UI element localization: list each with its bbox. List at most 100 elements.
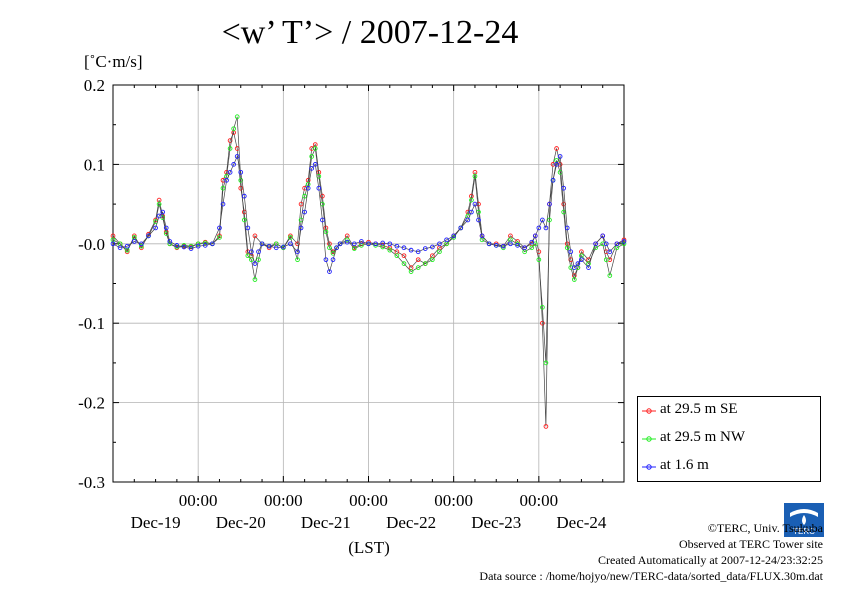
y-axis-unit-label: [˚C·m/s]	[84, 52, 143, 71]
data-point	[543, 225, 549, 231]
data-point	[231, 162, 237, 167]
data-point	[554, 162, 559, 167]
credit-created: Created Automatically at 2007-12-24/23:3…	[598, 553, 823, 567]
credit-site: Observed at TERC Tower site	[678, 537, 823, 551]
x-axis-ticks: 00:00 00:00 00:00 00:00 00:00 Dec-19 Dec-20 Dec…	[131, 85, 607, 532]
x-tick-label-time: 00:00	[264, 491, 303, 510]
data-point	[373, 241, 378, 247]
data-point	[564, 225, 570, 231]
data-point	[359, 239, 364, 244]
x-tick-label-day: Dec-21	[301, 513, 351, 532]
data-point	[259, 241, 265, 247]
data-point	[188, 246, 194, 251]
grid-lines	[113, 85, 624, 482]
data-point	[536, 257, 542, 263]
y-tick-label: -0.2	[78, 394, 105, 413]
x-tick-label-day: Dec-19	[131, 513, 181, 532]
data-point	[330, 257, 336, 263]
data-point	[550, 177, 556, 183]
data-point	[302, 209, 307, 215]
data-point	[245, 253, 251, 259]
data-point	[351, 241, 357, 247]
data-point	[458, 225, 464, 231]
data-point	[224, 177, 229, 183]
legend-label-nw: at 29.5 m NW	[660, 429, 745, 445]
data-point	[160, 209, 166, 215]
data-point	[351, 246, 357, 251]
data-point	[486, 241, 492, 247]
data-point	[408, 247, 414, 253]
data-point	[469, 209, 474, 215]
data-point	[540, 217, 545, 223]
data-point	[241, 193, 247, 199]
data-point	[295, 249, 300, 255]
data-point	[238, 177, 244, 183]
data-point	[181, 244, 187, 250]
data-point	[465, 217, 471, 223]
x-tick-label-day: Dec-24	[556, 513, 607, 532]
data-point	[316, 185, 322, 191]
data-point	[437, 249, 442, 255]
data-point	[621, 239, 627, 244]
data-point	[210, 241, 215, 247]
data-point	[323, 229, 329, 235]
data-point	[437, 241, 442, 247]
data-point	[500, 243, 506, 249]
chart-title: <w’ T’> / 2007-12-24	[221, 14, 519, 51]
data-point	[430, 244, 435, 250]
data-point	[522, 245, 527, 251]
data-point	[124, 243, 130, 249]
credit-source: Data source : /home/hojyo/new/TERC-data/…	[479, 569, 823, 583]
data-point	[401, 261, 407, 266]
legend-label-se: at 29.5 m SE	[660, 401, 738, 417]
data-point	[156, 201, 162, 207]
legend-swatch-nw	[642, 436, 656, 442]
data-point	[607, 273, 613, 278]
credit-copyright: ©TERC, Univ. Tsukuba	[707, 521, 823, 535]
data-point	[472, 201, 478, 207]
data-point	[252, 261, 258, 266]
data-point	[568, 249, 574, 255]
y-tick-label: 0.1	[84, 155, 105, 174]
x-axis-label: (LST)	[348, 538, 390, 557]
data-point	[312, 146, 318, 151]
data-point	[603, 241, 609, 247]
data-point	[327, 269, 332, 274]
data-point	[603, 257, 609, 263]
data-point	[554, 146, 559, 151]
data-point	[543, 424, 549, 429]
y-tick-label: -0.1	[78, 314, 105, 333]
legend-label-16m: at 1.6 m	[660, 457, 709, 473]
data-point	[561, 201, 567, 207]
terc-logo-icon: TERC	[784, 503, 824, 537]
data-point	[532, 233, 538, 239]
data-point	[493, 243, 499, 248]
data-point	[298, 225, 304, 231]
data-point	[323, 257, 329, 263]
data-point	[309, 166, 315, 171]
data-point	[227, 138, 233, 143]
legend: at 29.5 m SE at 29.5 m NW at 1.6 m	[637, 396, 821, 482]
data-point	[280, 244, 286, 250]
data-point	[110, 241, 116, 247]
data-point	[295, 257, 300, 263]
data-point	[415, 257, 421, 263]
data-point	[146, 233, 151, 239]
data-point	[621, 241, 627, 247]
data-point	[202, 240, 208, 246]
data-point	[305, 185, 311, 191]
data-point	[252, 277, 258, 282]
data-point	[415, 249, 421, 255]
y-tick-label: -0.0	[78, 235, 105, 254]
data-point	[195, 241, 201, 247]
data-point	[298, 201, 304, 207]
data-point	[593, 241, 598, 247]
data-point	[479, 233, 485, 239]
data-point	[312, 162, 318, 167]
data-point	[238, 185, 244, 191]
data-point	[153, 225, 158, 231]
data-point	[156, 213, 162, 219]
data-point	[614, 241, 620, 247]
data-point	[139, 241, 144, 247]
